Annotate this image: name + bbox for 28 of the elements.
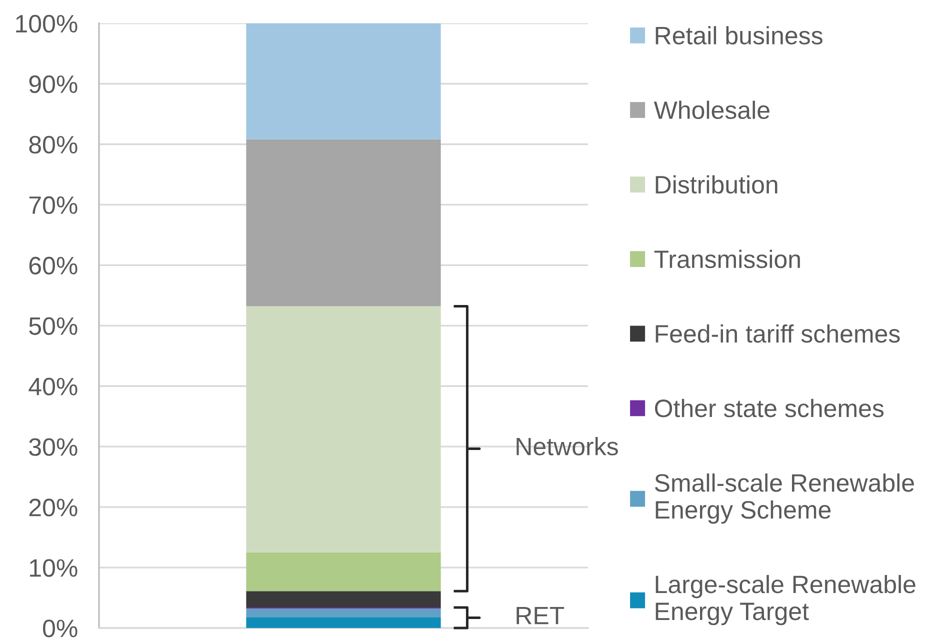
bar <box>246 23 441 140</box>
y-tick-label: 30% <box>29 438 78 456</box>
y-tick-label: 100% <box>16 14 78 33</box>
y-tick-label: 50% <box>29 317 78 335</box>
bar <box>246 608 441 618</box>
legend-label: Small-scale Renewable Energy Scheme <box>654 473 914 524</box>
legend-label: Feed-in tariff schemes <box>656 324 900 343</box>
legend-label: Wholesale <box>654 100 770 120</box>
y-tick-label: 90% <box>29 75 78 94</box>
text: Networks <box>516 437 618 456</box>
y-tick-label: 70% <box>29 196 78 214</box>
bar <box>246 617 441 628</box>
y-tick-label: 20% <box>29 498 78 516</box>
y-tick-label: 60% <box>29 256 78 274</box>
text: RET <box>516 606 564 624</box>
legend-label: Distribution <box>656 175 778 194</box>
bar <box>246 591 441 608</box>
y-tick-label: 10% <box>30 559 78 577</box>
y-tick-label: 40% <box>28 378 78 396</box>
bar <box>246 139 441 306</box>
legend-label: Large-scale Renewable Energy Target <box>656 574 916 626</box>
y-tick-label: 0% <box>43 620 78 638</box>
legend-label: Retail business <box>656 26 822 44</box>
bar <box>246 552 441 592</box>
legend-label: Other state schemes <box>654 398 884 418</box>
y-tick-label: 80% <box>29 136 78 154</box>
bar <box>246 306 441 552</box>
legend-label: Transmission <box>654 250 800 268</box>
